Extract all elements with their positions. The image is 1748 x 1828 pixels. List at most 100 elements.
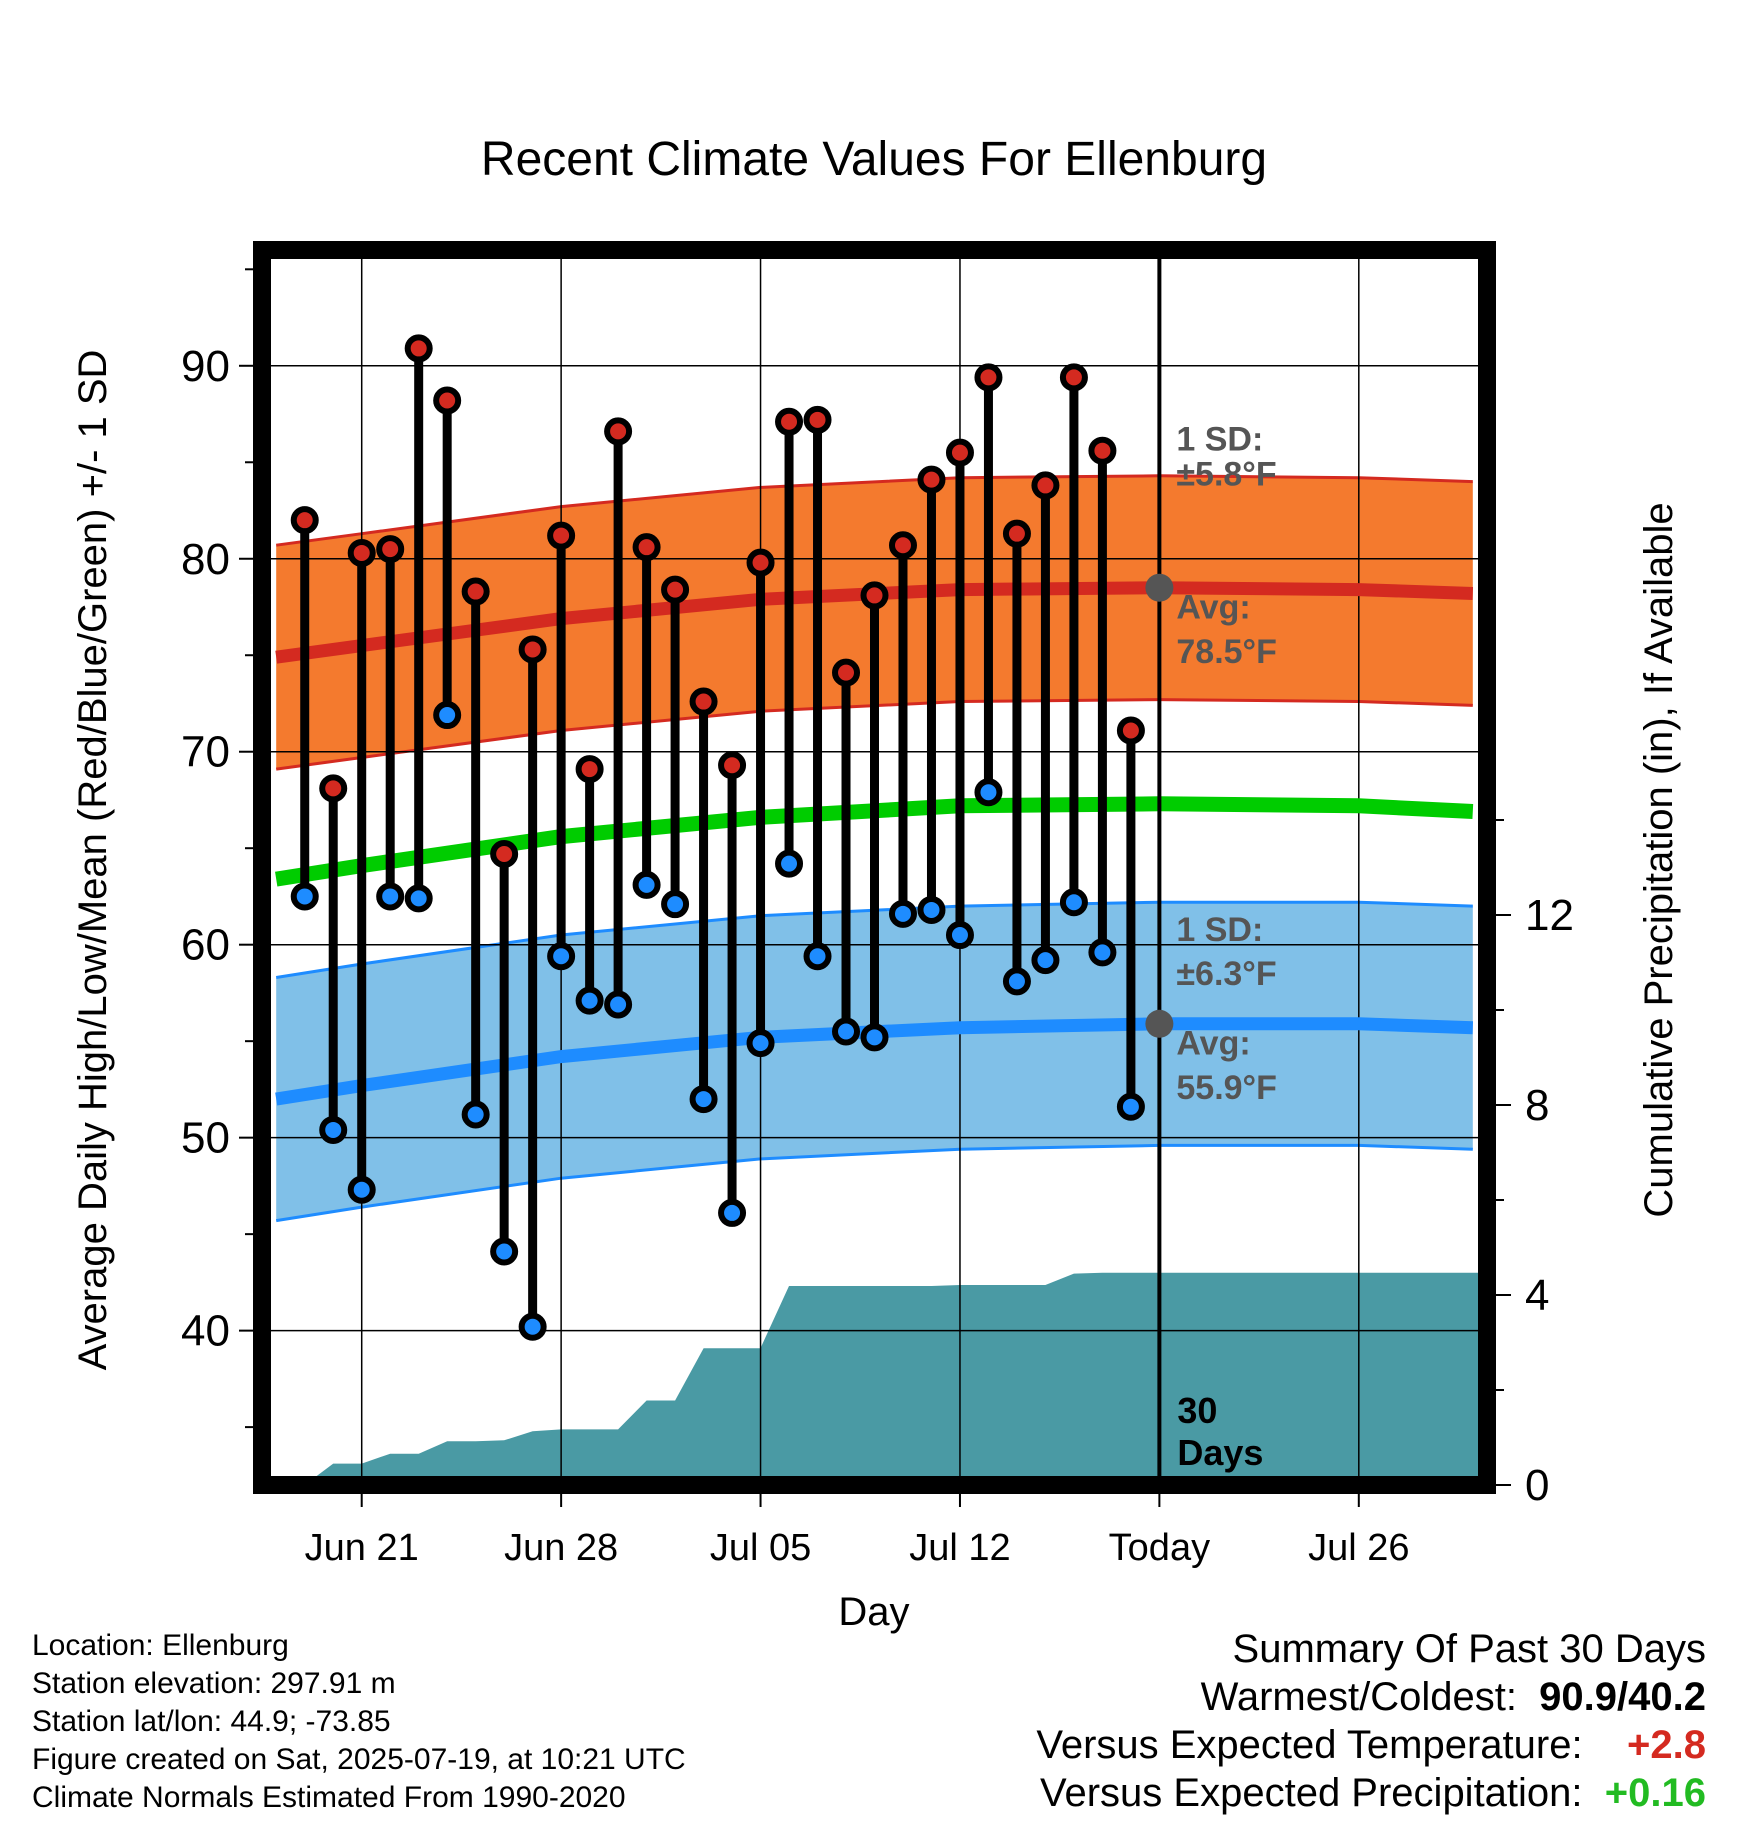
summary-panel: Summary Of Past 30 Days Warmest/Coldest:… [1036,1625,1706,1817]
temp-label: Versus Expected Temperature: [1036,1723,1583,1767]
daily-high-point [461,577,490,606]
daily-high-point [433,386,462,415]
y-tick-label: 70 [181,728,230,777]
summary-temp-row: Versus Expected Temperature: +2.8 [1036,1721,1706,1769]
warmest-value: 90.9/40.2 [1539,1675,1706,1719]
created-text: Figure created on Sat, 2025-07-19, at 10… [32,1743,686,1776]
daily-low-point [347,1175,376,1204]
daily-high-point [1059,363,1088,392]
y2-tick-label: 4 [1525,1271,1549,1320]
summary-warmest-row: Warmest/Coldest: 90.9/40.2 [1036,1673,1706,1721]
warmest-label: Warmest/Coldest: [1200,1675,1517,1719]
daily-high-point [718,751,747,780]
high-sd-value: ±5.8°F [1176,455,1276,493]
x-tick-label: Today [1109,1527,1210,1569]
daily-low-point [803,942,832,971]
daily-low-point [974,778,1003,807]
daily-low-point [290,882,319,911]
daily-high-point [518,635,547,664]
daily-high-point [974,363,1003,392]
daily-low-point [1088,938,1117,967]
daily-high-point [860,581,889,610]
high-avg-value: 78.5°F [1176,633,1277,671]
precip-label: Versus Expected Precipitation: [1040,1771,1583,1815]
daily-low-point [661,890,690,919]
daily-low-point [547,942,576,971]
daily-low-point [860,1023,889,1052]
daily-low-point [575,986,604,1015]
low-sd-band-upper-edge [275,900,1473,979]
low-avg-value: 55.9°F [1176,1069,1277,1107]
daily-low-point [945,921,974,950]
plot-frame [253,241,1496,1494]
y-tick-label: 50 [181,1114,230,1163]
x-tick-label: Jul 05 [710,1527,811,1569]
daily-high-point [803,405,832,434]
daily-high-point [689,687,718,716]
daily-high-point [319,774,348,803]
station-info: Location: Ellenburg Station elevation: 2… [32,1627,686,1817]
summary-title: Summary Of Past 30 Days [1232,1627,1706,1671]
daily-high-point [1002,519,1031,548]
daily-low-point [689,1085,718,1114]
daily-high-point [404,334,433,363]
daily-high-point [775,407,804,436]
daily-low-point [632,870,661,899]
precip-anomaly-value: +0.16 [1604,1771,1706,1815]
window-label-days: Days [1177,1432,1263,1473]
daily-high-point [945,438,974,467]
daily-low-point [1031,946,1060,975]
x-axis-label: Day [838,1590,909,1634]
low-sd-band-lower-edge [275,1143,1473,1223]
daily-low-point [718,1198,747,1227]
chart-title: Recent Climate Values For Ellenburg [481,133,1267,186]
normal-high-line [275,581,1474,664]
high-sd-band-lower-edge [275,698,1473,771]
high-sd-label: 1 SD: [1176,421,1263,459]
y-tick-label: 60 [181,921,230,970]
high-average-marker [1145,573,1174,602]
low-sd-band [276,902,1473,1221]
y-axis-label: Average Daily High/Low/Mean (Red/Blue/Gr… [71,350,115,1371]
daily-low-point [888,899,917,928]
normal-low-line [275,1017,1474,1106]
daily-low-point [433,701,462,730]
daily-high-point [661,575,690,604]
temp-anomaly-value: +2.8 [1627,1723,1706,1767]
daily-low-point [604,990,633,1019]
daily-low-point [775,849,804,878]
daily-high-point [832,658,861,687]
daily-low-point [832,1017,861,1046]
precip-area [304,1272,1487,1485]
low-average-marker [1145,1009,1174,1038]
y2-axis-label: Cumulative Precipitation (in), If Availa… [1637,502,1681,1217]
latlon-text: Station lat/lon: 44.9; -73.85 [32,1705,391,1738]
daily-low-point [1059,888,1088,917]
daily-low-point [917,895,946,924]
y2-tick-label: 0 [1525,1461,1549,1510]
daily-low-point [1116,1092,1145,1121]
daily-high-point [604,417,633,446]
daily-low-point [518,1312,547,1341]
y-tick-label: 40 [181,1307,230,1356]
daily-high-point [746,548,775,577]
daily-high-point [1031,471,1060,500]
daily-low-point [319,1115,348,1144]
daily-low-point [376,882,405,911]
daily-low-point [404,884,433,913]
elevation-text: Station elevation: 297.91 m [32,1667,396,1700]
normal-mean-line [275,796,1474,887]
daily-low-point [1002,967,1031,996]
summary-precip-row: Versus Expected Precipitation: +0.16 [1036,1769,1706,1817]
normals-text: Climate Normals Estimated From 1990-2020 [32,1781,626,1814]
daily-low-point [461,1100,490,1129]
window-label-number: 30 [1177,1390,1217,1431]
low-sd-value: ±6.3°F [1176,955,1276,993]
y2-tick-label: 8 [1525,1081,1549,1130]
x-tick-label: Jul 12 [909,1527,1010,1569]
daily-low-point [746,1029,775,1058]
x-tick-label: Jun 28 [504,1527,618,1569]
low-avg-label: Avg: [1176,1025,1250,1063]
daily-high-point [575,755,604,784]
